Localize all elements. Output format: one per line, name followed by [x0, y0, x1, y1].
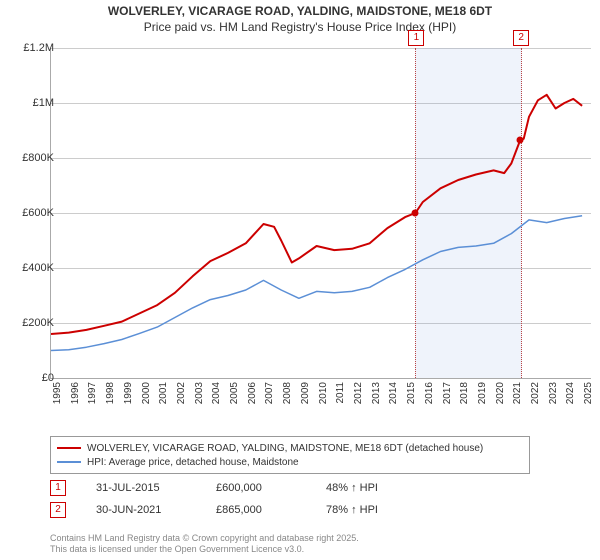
- chart-subtitle: Price paid vs. HM Land Registry's House …: [0, 20, 600, 38]
- x-tick-label: 2023: [548, 382, 559, 404]
- x-tick-label: 2021: [512, 382, 523, 404]
- chart-sale-marker: 2: [513, 30, 529, 46]
- sale-point: [517, 137, 524, 144]
- x-tick-label: 2007: [264, 382, 275, 404]
- x-tick-label: 1997: [87, 382, 98, 404]
- x-tick-label: 2018: [459, 382, 470, 404]
- x-tick-label: 2013: [371, 382, 382, 404]
- legend-label-hpi: HPI: Average price, detached house, Maid…: [87, 457, 299, 468]
- x-tick-label: 2011: [335, 382, 346, 404]
- x-tick-label: 2006: [247, 382, 258, 404]
- legend-swatch-hpi: [57, 461, 81, 463]
- x-tick-label: 2017: [442, 382, 453, 404]
- x-tick-label: 2002: [176, 382, 187, 404]
- sale-delta: 48% ↑ HPI: [326, 482, 378, 494]
- x-tick-label: 2008: [282, 382, 293, 404]
- x-tick-label: 2005: [229, 382, 240, 404]
- x-tick-label: 1999: [123, 382, 134, 404]
- y-tick-label: £600K: [10, 207, 54, 219]
- y-tick-label: £1.2M: [10, 42, 54, 54]
- x-tick-label: 2001: [158, 382, 169, 404]
- x-tick-label: 2009: [300, 382, 311, 404]
- sale-marker-1: 1: [50, 480, 66, 496]
- x-tick-label: 2022: [530, 382, 541, 404]
- sale-date: 30-JUN-2021: [96, 504, 186, 516]
- x-tick-label: 2015: [406, 382, 417, 404]
- chart-sale-marker: 1: [408, 30, 424, 46]
- x-tick-label: 2004: [211, 382, 222, 404]
- sale-row-1: 1 31-JUL-2015 £600,000 48% ↑ HPI: [50, 480, 570, 496]
- x-tick-label: 2024: [565, 382, 576, 404]
- x-tick-label: 2020: [495, 382, 506, 404]
- y-tick-label: £800K: [10, 152, 54, 164]
- price-chart: 12: [50, 48, 591, 379]
- sale-point: [412, 210, 419, 217]
- x-tick-label: 2016: [424, 382, 435, 404]
- chart-title: WOLVERLEY, VICARAGE ROAD, YALDING, MAIDS…: [0, 0, 600, 20]
- x-tick-label: 2010: [318, 382, 329, 404]
- x-tick-label: 2000: [141, 382, 152, 404]
- y-tick-label: £1M: [10, 97, 54, 109]
- x-tick-label: 2003: [194, 382, 205, 404]
- x-tick-label: 1998: [105, 382, 116, 404]
- legend: WOLVERLEY, VICARAGE ROAD, YALDING, MAIDS…: [50, 436, 530, 474]
- x-tick-label: 2019: [477, 382, 488, 404]
- x-tick-label: 2012: [353, 382, 364, 404]
- sale-marker-2: 2: [50, 502, 66, 518]
- legend-label-property: WOLVERLEY, VICARAGE ROAD, YALDING, MAIDS…: [87, 443, 483, 454]
- sale-row-2: 2 30-JUN-2021 £865,000 78% ↑ HPI: [50, 502, 570, 518]
- x-tick-label: 2014: [388, 382, 399, 404]
- y-tick-label: £200K: [10, 317, 54, 329]
- y-tick-label: £400K: [10, 262, 54, 274]
- x-tick-label: 1996: [70, 382, 81, 404]
- x-tick-label: 1995: [52, 382, 63, 404]
- legend-swatch-property: [57, 447, 81, 449]
- sale-delta: 78% ↑ HPI: [326, 504, 378, 516]
- sale-date: 31-JUL-2015: [96, 482, 186, 494]
- sale-price: £865,000: [216, 504, 296, 516]
- line-plot: [51, 48, 591, 378]
- y-tick-label: £0: [10, 372, 54, 384]
- footer-line-2: This data is licensed under the Open Gov…: [50, 544, 359, 556]
- footer-attribution: Contains HM Land Registry data © Crown c…: [50, 533, 359, 556]
- sale-price: £600,000: [216, 482, 296, 494]
- x-tick-label: 2025: [583, 382, 594, 404]
- footer-line-1: Contains HM Land Registry data © Crown c…: [50, 533, 359, 545]
